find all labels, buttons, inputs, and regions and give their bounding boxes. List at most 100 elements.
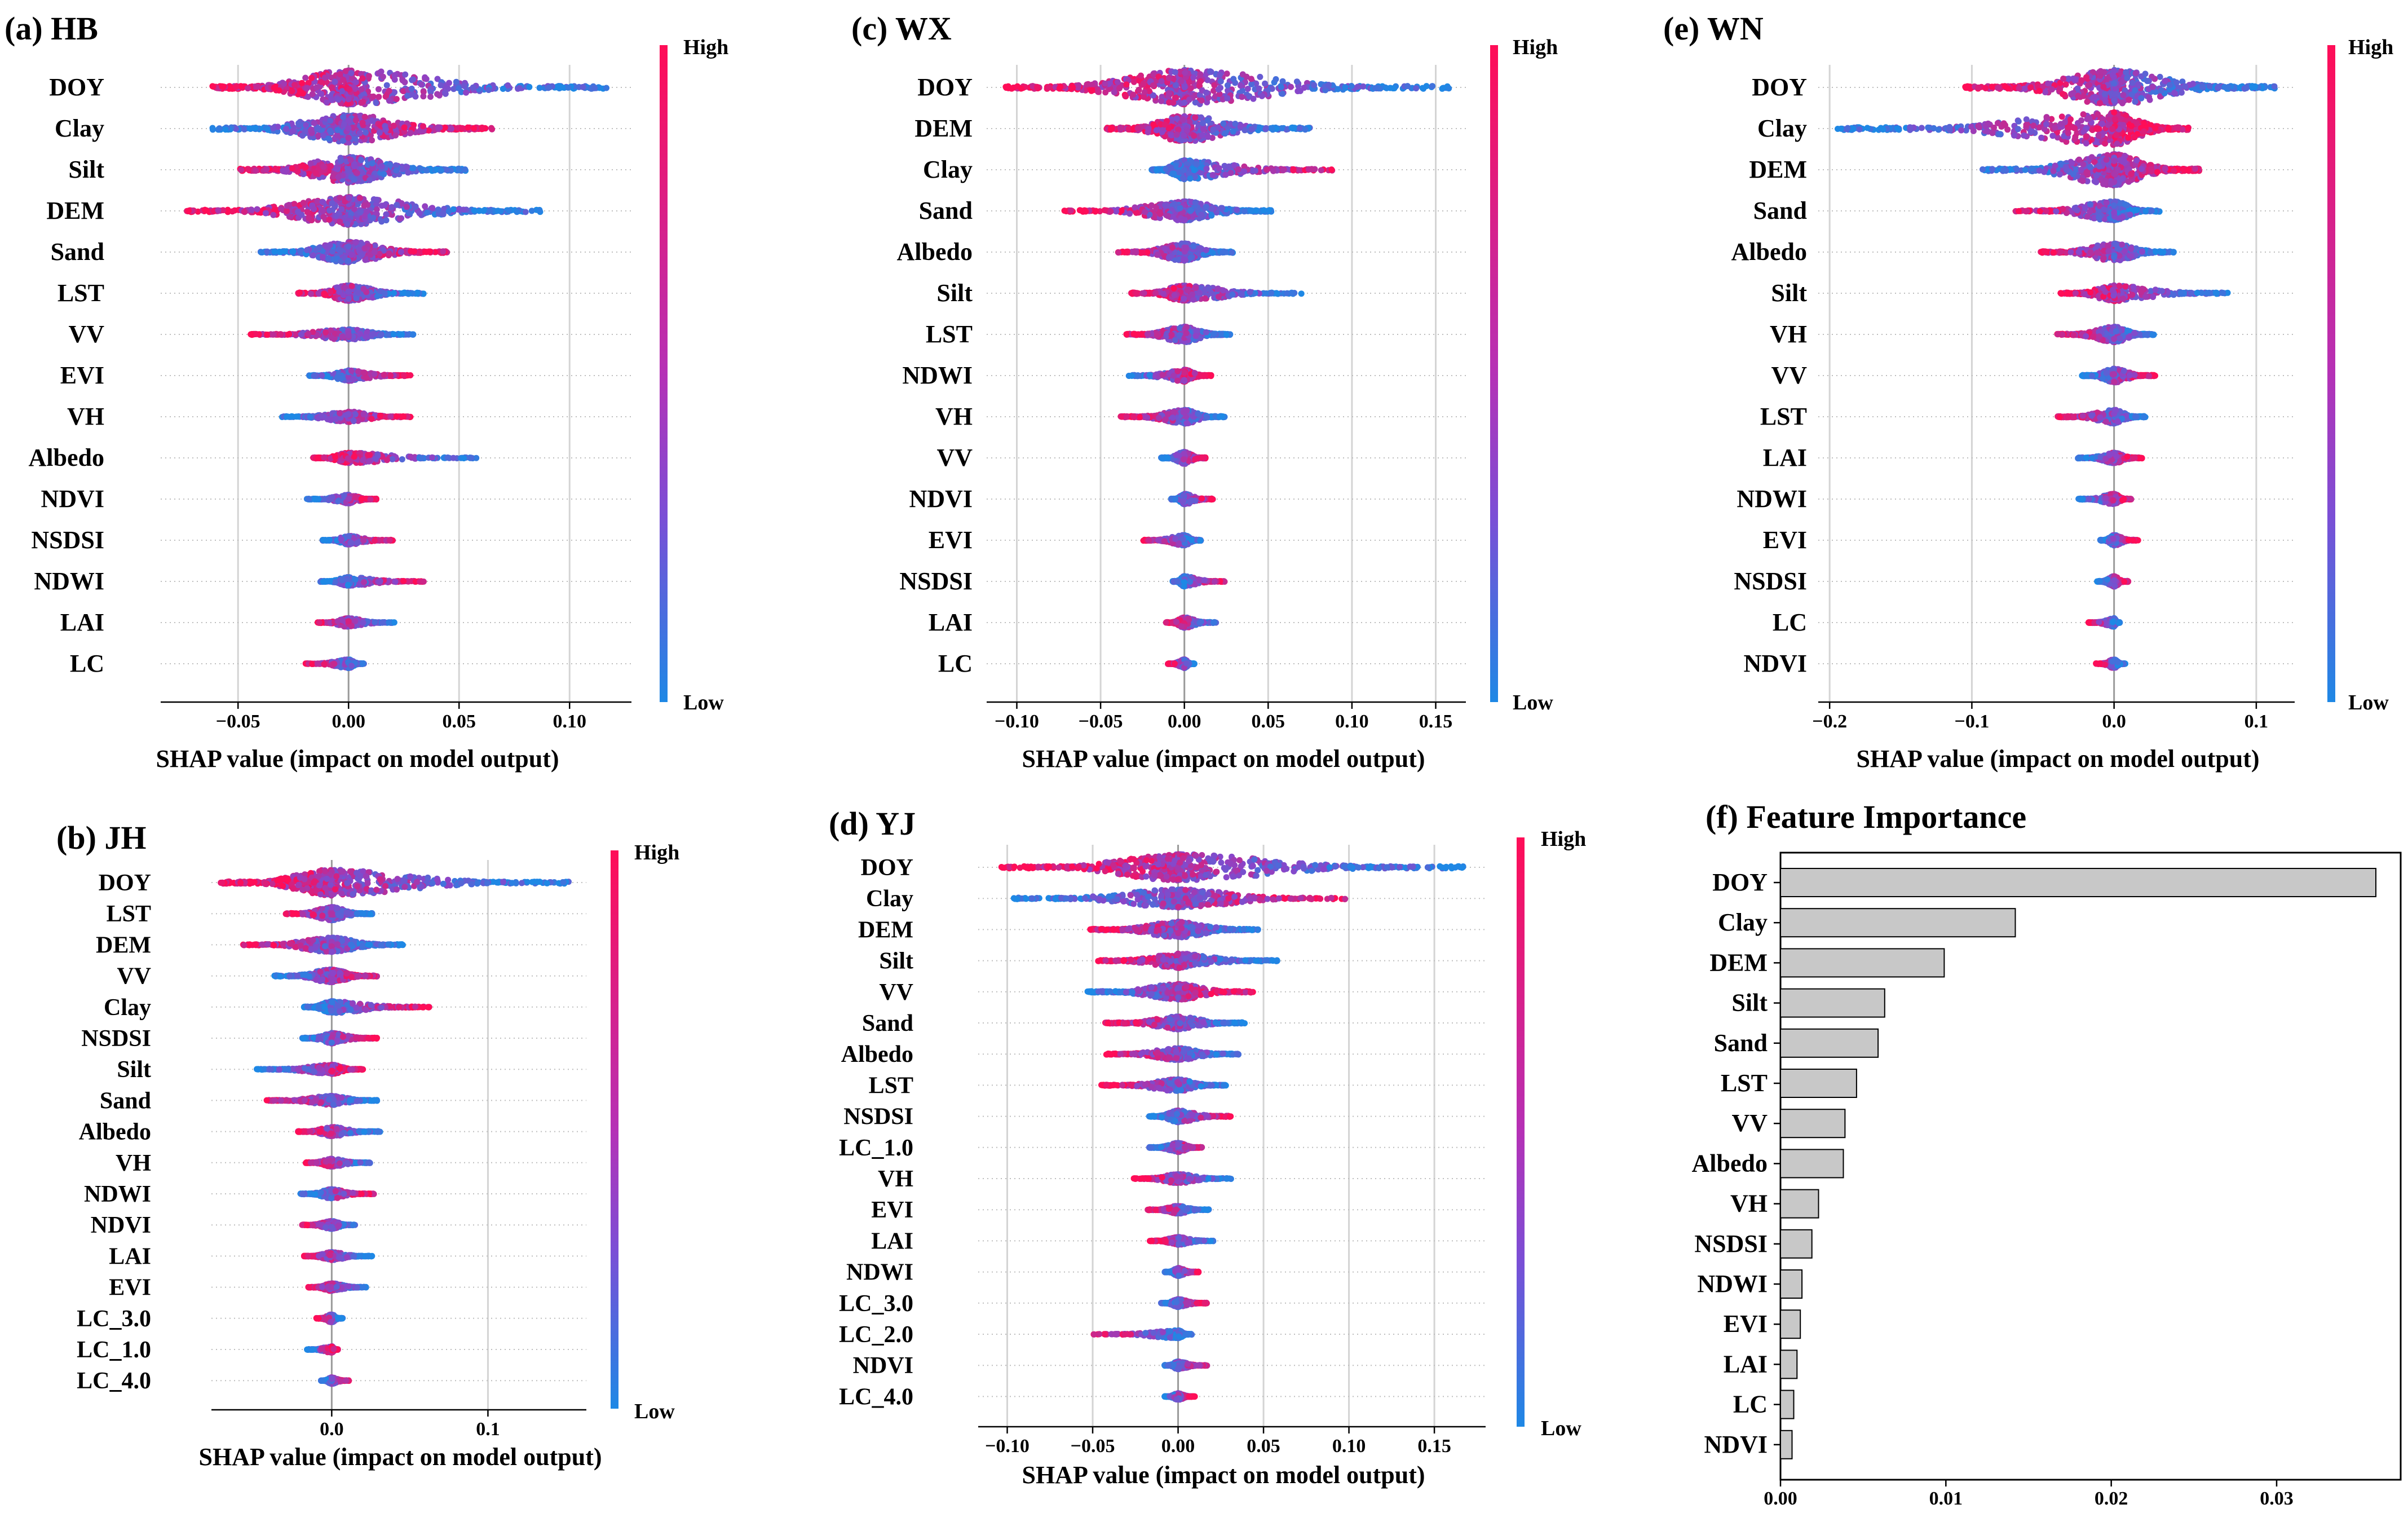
feature-label: DEM <box>46 197 104 224</box>
shap-point <box>423 249 430 255</box>
shap-point <box>249 207 255 213</box>
shap-point <box>308 291 314 297</box>
shap-point <box>438 82 444 89</box>
shap-point <box>378 163 385 169</box>
shap-point <box>352 136 358 142</box>
shap-point <box>241 209 248 215</box>
shap-point <box>280 168 286 174</box>
shap-point <box>356 247 363 253</box>
shap-point <box>384 457 390 463</box>
shap-point <box>354 540 360 546</box>
shap-point <box>303 164 309 170</box>
shap-point <box>345 455 351 461</box>
shap-point <box>424 210 430 216</box>
shap-point <box>343 68 349 74</box>
shap-point <box>340 77 346 83</box>
shap-point <box>369 118 375 124</box>
shap-point <box>418 81 425 87</box>
shap-point <box>305 331 311 337</box>
feature-label: EVI <box>60 361 104 389</box>
shap-point <box>364 334 370 340</box>
shap-point <box>399 456 405 462</box>
shap-point <box>394 202 400 208</box>
shap-point <box>289 249 295 255</box>
shap-point <box>304 247 310 253</box>
shap-point <box>348 540 354 546</box>
shap-point <box>375 86 382 92</box>
shap-point <box>366 452 373 458</box>
panel-title: (a) HB <box>5 10 98 47</box>
shap-point <box>450 455 457 461</box>
feature-label: DOY <box>49 73 104 101</box>
shap-point <box>219 83 225 90</box>
shap-point <box>320 133 326 139</box>
shap-point <box>286 202 292 208</box>
shap-point <box>381 171 387 177</box>
shap-point <box>289 128 295 134</box>
shap-point <box>506 208 512 214</box>
shap-point <box>185 208 192 214</box>
shap-point <box>281 81 287 87</box>
shap-point <box>258 249 264 255</box>
shap-point <box>402 72 408 78</box>
shap-point <box>233 83 239 90</box>
shap-point <box>377 130 383 136</box>
shap-point <box>402 79 408 85</box>
shap-point <box>238 167 244 173</box>
shap-point <box>210 83 216 90</box>
beeswarm-row-ndvi <box>304 492 379 506</box>
shap-point <box>349 283 355 289</box>
shap-point <box>434 91 440 97</box>
shap-point <box>362 114 368 120</box>
shap-point <box>253 167 259 174</box>
shap-point <box>251 125 257 131</box>
shap-point <box>423 76 430 82</box>
shap-point <box>338 536 344 542</box>
shap-point <box>448 126 454 132</box>
shap-point <box>409 91 416 98</box>
shap-point <box>409 86 415 92</box>
shap-point <box>410 165 416 171</box>
beeswarm-row-lst <box>295 283 426 304</box>
shap-point <box>357 331 363 337</box>
beeswarm-row-nsdsi <box>320 533 396 548</box>
shap-point <box>254 206 260 213</box>
shap-point <box>313 85 320 91</box>
shap-point <box>320 164 326 170</box>
shap-point <box>387 413 394 420</box>
shap-point <box>405 170 411 176</box>
shap-point <box>603 85 609 91</box>
shap-point <box>294 169 301 175</box>
shap-point <box>353 239 359 245</box>
shap-point <box>302 75 308 81</box>
shap-point <box>440 248 447 254</box>
shap-point <box>270 332 276 338</box>
shap-point <box>263 166 269 172</box>
shap-point <box>357 130 363 136</box>
shap-point <box>346 167 352 174</box>
feature-label: Sand <box>51 238 104 266</box>
shap-point <box>316 245 322 251</box>
shap-point <box>361 411 367 417</box>
shap-point <box>429 455 435 461</box>
shap-point <box>465 125 471 131</box>
shap-point <box>351 376 357 382</box>
shap-point <box>286 331 293 337</box>
shap-point <box>319 413 325 419</box>
shap-point <box>476 208 483 214</box>
shap-point <box>580 84 586 90</box>
beeswarm-row-ndwi <box>317 574 427 589</box>
shap-point <box>346 496 352 502</box>
shap-point <box>335 96 342 103</box>
shap-point <box>351 177 357 183</box>
shap-point <box>485 87 492 93</box>
shap-point <box>407 372 413 378</box>
shap-point <box>295 209 301 215</box>
shap-point <box>327 242 333 248</box>
shap-point <box>408 454 414 460</box>
shap-point <box>487 208 493 214</box>
shap-point <box>264 332 270 338</box>
shap-point <box>374 451 381 457</box>
shap-point <box>346 125 352 131</box>
shap-point <box>344 221 350 227</box>
